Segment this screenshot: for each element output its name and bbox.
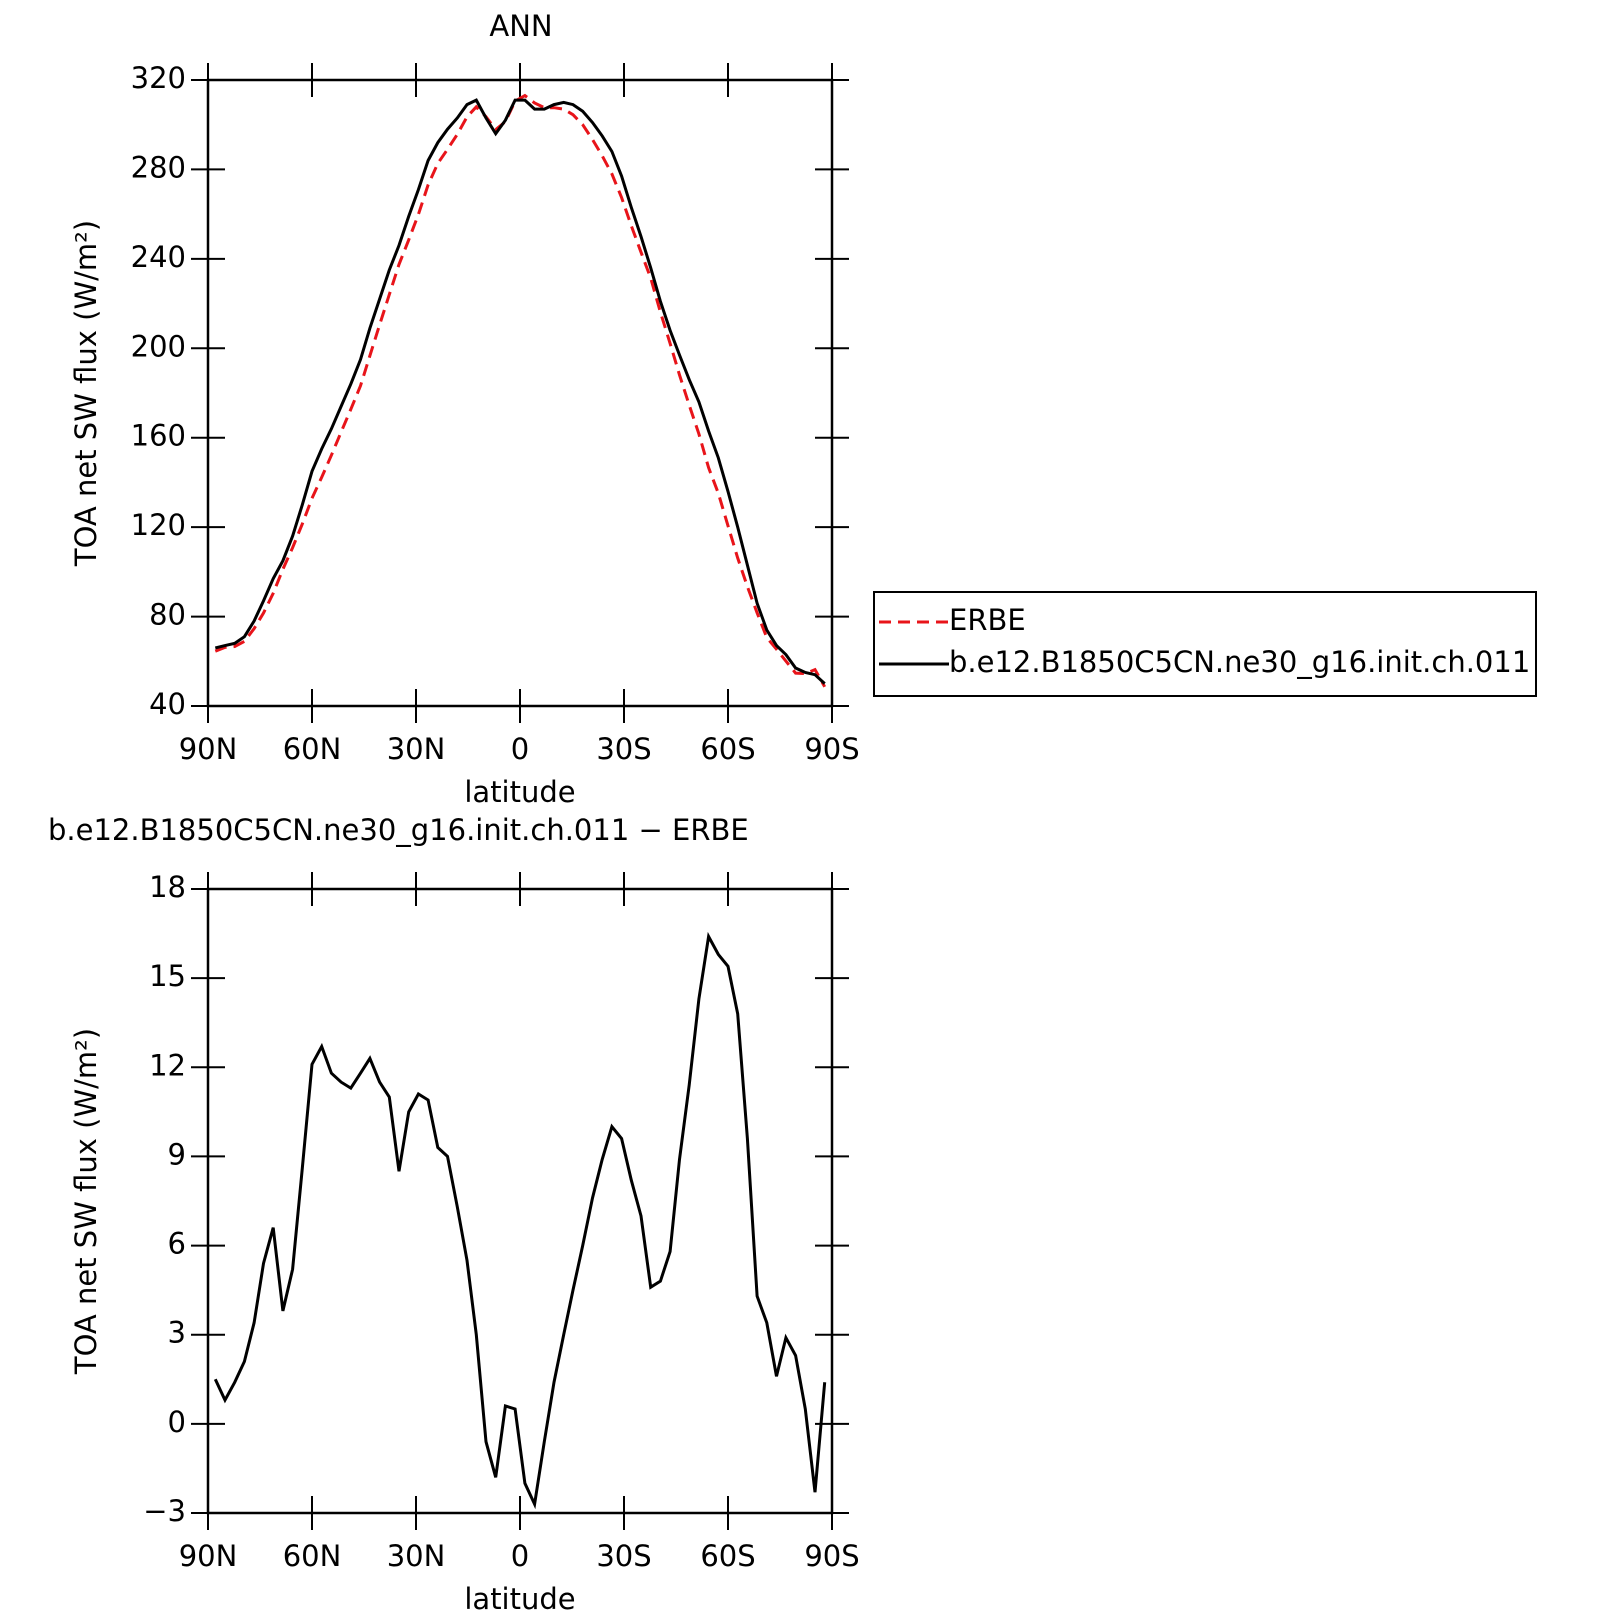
x-tick-label: 60N [283,1539,342,1573]
x-axis-label: latitude [464,775,575,809]
legend-box [873,591,1537,697]
chart-title: b.e12.B1850C5CN.ne30_g16.init.ch.011 − E… [48,813,749,847]
x-tick-label: 90N [179,732,238,766]
data-line [214,93,827,688]
y-tick-label: 15 [149,959,186,993]
x-tick-label: 0 [511,1539,529,1573]
y-tick-label: 200 [131,329,186,363]
x-tick-label: 60S [700,732,755,766]
y-axis-label: TOA net SW flux (W/m²) [69,220,103,567]
y-tick-label: 280 [131,150,186,184]
y-tick-label: 9 [168,1137,186,1171]
x-tick-label: 60N [283,732,342,766]
x-tick-label: 90S [804,1539,859,1573]
y-tick-label: 18 [149,870,186,904]
y-tick-label: 240 [131,240,186,274]
y-tick-label: 40 [149,687,186,721]
x-axis-label: latitude [464,1582,575,1616]
chart-title: ANN [489,9,552,43]
y-tick-label: 12 [149,1048,186,1082]
y-tick-label: 160 [131,419,186,453]
plot-frame [206,887,834,1515]
y-tick-label: 80 [149,598,186,632]
x-tick-label: 30S [596,1539,651,1573]
y-tick-label: −3 [143,1494,186,1528]
data-line [213,931,827,1510]
x-tick-label: 60S [700,1539,755,1573]
x-tick-label: 90S [804,732,859,766]
x-tick-label: 0 [511,732,529,766]
x-tick-label: 30N [387,732,446,766]
x-tick-label: 30N [387,1539,446,1573]
y-tick-label: 0 [168,1405,186,1439]
legend-label: b.e12.B1850C5CN.ne30_g16.init.ch.011 [949,645,1530,679]
y-tick-label: 320 [131,61,186,95]
plot-frame [206,78,834,708]
x-tick-label: 30S [596,732,651,766]
data-line [214,98,826,685]
x-tick-label: 90N [179,1539,238,1573]
y-tick-label: 6 [168,1227,186,1261]
legend-label: ERBE [949,603,1026,637]
y-tick-label: 120 [131,508,186,542]
y-tick-label: 3 [168,1316,186,1350]
y-axis-label: TOA net SW flux (W/m²) [69,1028,103,1375]
